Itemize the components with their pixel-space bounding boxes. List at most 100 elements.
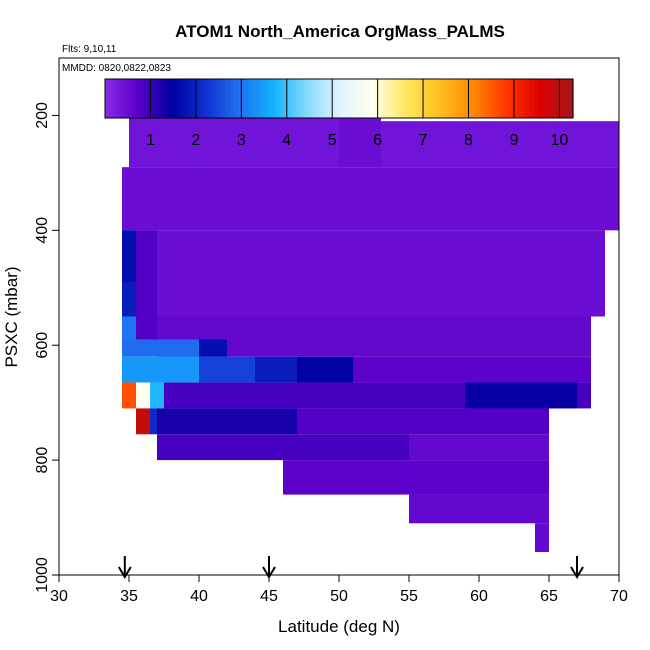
colorbar-segment bbox=[381, 79, 387, 118]
colorbar-segment bbox=[311, 79, 317, 118]
colorbar-segment bbox=[409, 79, 414, 118]
colorbar-segment bbox=[323, 79, 328, 118]
x-tick-label: 40 bbox=[190, 588, 208, 605]
colorbar-segment bbox=[198, 79, 204, 118]
colorbar-segment bbox=[264, 79, 270, 118]
colorbar-segment bbox=[397, 79, 402, 118]
colorbar-tick-label: 2 bbox=[191, 132, 200, 149]
colorbar-segment bbox=[335, 79, 340, 118]
colorbar-segment bbox=[307, 79, 313, 118]
colorbar-segment bbox=[253, 79, 258, 118]
colorbar-segment bbox=[378, 79, 383, 118]
heatmap-cell bbox=[150, 382, 164, 409]
colorbar-segment bbox=[327, 79, 332, 118]
colorbar-segment bbox=[186, 79, 192, 118]
heatmap-cell bbox=[157, 408, 297, 435]
colorbar-segment bbox=[405, 79, 410, 118]
colorbar-segment bbox=[163, 79, 168, 118]
colorbar-segment bbox=[483, 79, 488, 118]
colorbar-segment bbox=[350, 79, 356, 118]
colorbar-segment bbox=[296, 79, 301, 118]
x-tick-label: 70 bbox=[610, 588, 628, 605]
heatmap-cell bbox=[136, 382, 150, 409]
colorbar-segment bbox=[167, 79, 172, 118]
x-axis-label: Latitude (deg N) bbox=[278, 617, 400, 636]
colorbar-segment bbox=[300, 79, 305, 118]
colorbar-segment bbox=[155, 79, 161, 118]
colorbar-segment bbox=[233, 79, 239, 118]
heatmap-cell bbox=[150, 408, 157, 435]
colorbar-segment bbox=[276, 79, 282, 118]
colorbar-segment bbox=[175, 79, 180, 118]
colorbar-segment bbox=[428, 79, 434, 118]
colorbar-segment bbox=[159, 79, 165, 118]
colorbar-segment bbox=[315, 79, 321, 118]
heatmap-cell bbox=[122, 167, 619, 231]
colorbar-segment bbox=[370, 79, 375, 118]
x-tick-label: 60 bbox=[470, 588, 488, 605]
colorbar-segment bbox=[136, 79, 141, 118]
heatmap-cell bbox=[465, 382, 577, 409]
colorbar-segment bbox=[206, 79, 211, 118]
colorbar-segment bbox=[565, 79, 570, 118]
colorbar-segment bbox=[432, 79, 438, 118]
colorbar-segment bbox=[495, 79, 500, 118]
heatmap-cell bbox=[157, 316, 591, 357]
colorbar-segment bbox=[506, 79, 512, 118]
colorbar-segment bbox=[514, 79, 519, 118]
y-tick-label: 400 bbox=[34, 217, 51, 244]
colorbar-tick-label: 1 bbox=[146, 132, 155, 149]
colorbar-segment bbox=[561, 79, 566, 118]
heatmap-cell bbox=[409, 434, 549, 461]
colorbar-segment bbox=[358, 79, 363, 118]
colorbar-segment bbox=[526, 79, 531, 118]
colorbar-segment bbox=[491, 79, 496, 118]
latitude-arrow-head bbox=[117, 566, 132, 579]
heatmap-cell bbox=[535, 523, 549, 553]
y-axis-label: PSXC (mbar) bbox=[2, 266, 21, 367]
colorbar-segment bbox=[569, 79, 574, 118]
colorbar-segment bbox=[190, 79, 196, 118]
colorbar-segment bbox=[553, 79, 558, 118]
x-axis: 30 35 40 45 50 55 60 65 70 bbox=[50, 575, 628, 605]
colorbar-segment bbox=[194, 79, 200, 118]
colorbar-segment bbox=[401, 79, 406, 118]
colorbar-segment bbox=[487, 79, 492, 118]
colorbar-tick-label: 3 bbox=[237, 132, 246, 149]
colorbar-segment bbox=[522, 79, 527, 118]
colorbar-segment bbox=[202, 79, 207, 118]
colorbar-segment bbox=[280, 79, 285, 118]
colorbar-segment bbox=[108, 79, 114, 118]
colorbar-segment bbox=[319, 79, 324, 118]
colorbar-tick-label: 4 bbox=[282, 132, 291, 149]
colorbar-segment bbox=[241, 79, 246, 118]
colorbar-segment bbox=[393, 79, 399, 118]
heatmap-cell bbox=[122, 356, 199, 383]
colorbar-segment bbox=[225, 79, 231, 118]
heatmap-cell bbox=[136, 230, 157, 340]
colorbar-segment bbox=[257, 79, 262, 118]
colorbar-segment bbox=[498, 79, 504, 118]
colorbar-segment bbox=[124, 79, 129, 118]
heatmap-cell bbox=[122, 230, 605, 317]
dates-note: MMDD: 0820,0822,0823 bbox=[62, 63, 171, 74]
heatmap-cell bbox=[199, 356, 255, 383]
colorbar-segment bbox=[436, 79, 441, 118]
colorbar-segment bbox=[120, 79, 126, 118]
heatmap-cell bbox=[297, 356, 353, 383]
colorbar-segment bbox=[292, 79, 297, 118]
heatmap-cell bbox=[255, 356, 297, 383]
colorbar-segment bbox=[545, 79, 551, 118]
colorbar-segment bbox=[440, 79, 445, 118]
y-tick-label: 1000 bbox=[34, 557, 51, 593]
heatmap-cell bbox=[122, 382, 136, 409]
heatmap-cell bbox=[381, 121, 619, 168]
colorbar-tick-label: 6 bbox=[373, 132, 382, 149]
colorbar-segment bbox=[261, 79, 266, 118]
colorbar-segment bbox=[140, 79, 145, 118]
colorbar-segment bbox=[151, 79, 157, 118]
colorbar-segment bbox=[303, 79, 309, 118]
colorbar-segment bbox=[214, 79, 219, 118]
heatmap-cell bbox=[157, 434, 409, 461]
